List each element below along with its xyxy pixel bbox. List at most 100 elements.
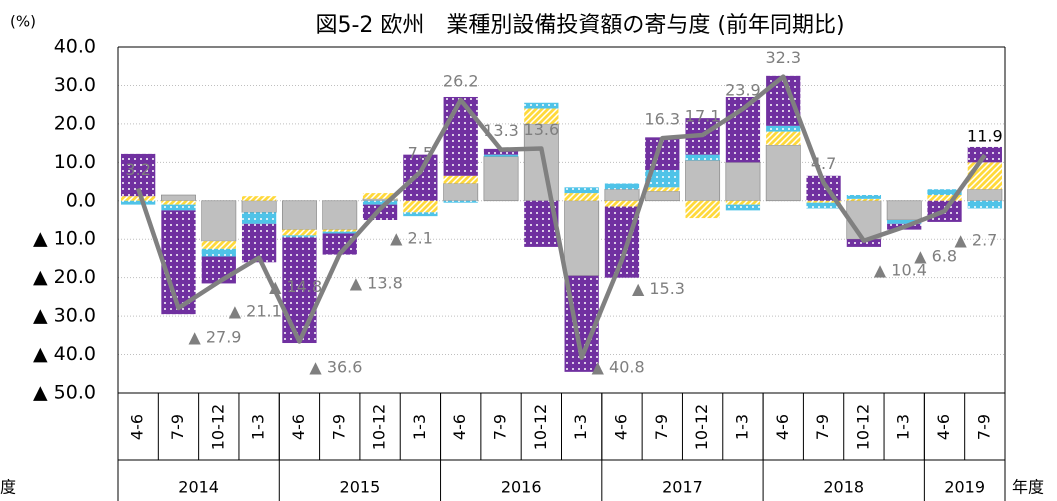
bar-segment (644, 190, 680, 202)
x-tick-label: 1-3 (894, 414, 913, 440)
data-label: 4.7 (811, 154, 836, 173)
data-label: 16.3 (644, 110, 680, 129)
bar-segment (322, 233, 357, 255)
bar-segment (161, 200, 196, 205)
data-label: ▲ 15.3 (632, 279, 685, 298)
year-label: 2016 (501, 478, 542, 497)
x-tick-label: 7-9 (974, 414, 993, 440)
bar-segment (685, 200, 720, 219)
y-tick-label: ▲ 50.0 (33, 382, 96, 404)
bar-segment (443, 200, 478, 203)
x-tick-label: 10-12 (370, 404, 389, 451)
bar-segment (564, 200, 600, 277)
x-tick-label: 7-9 (329, 414, 348, 440)
x-tick-label: 7-9 (652, 414, 671, 440)
x-tick-label: 4-6 (773, 414, 792, 440)
x-tick-label: 7-9 (168, 414, 187, 440)
bar-segment (161, 210, 196, 315)
y-tick-label: 30.0 (54, 74, 96, 96)
bar-segment (403, 212, 438, 217)
bar-segment (241, 212, 277, 224)
y-tick-label: ▲ 10.0 (33, 228, 96, 250)
bar-segment (121, 200, 156, 205)
data-label: ▲ 2.7 (955, 231, 998, 250)
bar-segment (322, 200, 358, 230)
bar-segment (846, 198, 882, 201)
bar-segment (725, 200, 761, 205)
year-label: 2015 (340, 478, 381, 497)
bar-segment (483, 154, 519, 157)
data-label: 32.3 (765, 48, 801, 67)
chart-title: 図5-2 欧州 業種別設備投資額の寄与度 (前年同期比) (315, 13, 844, 38)
bar-segment (967, 200, 1002, 209)
bar-segment (806, 202, 841, 209)
bar-segment (121, 196, 156, 201)
bar-segment (604, 183, 640, 190)
bar-segment (766, 131, 801, 146)
x-tick-label: 4-6 (128, 414, 147, 440)
bar-segment (886, 200, 922, 221)
data-label: ▲ 40.8 (592, 358, 645, 377)
data-label: 23.9 (725, 80, 761, 99)
year-label: 2017 (662, 478, 703, 497)
bar-segment (282, 237, 317, 344)
bar-segment (403, 154, 438, 201)
bar-segment (604, 188, 640, 202)
bar-segment (685, 154, 720, 161)
x-tick-label: 4-6 (611, 414, 630, 440)
bar-segment (887, 220, 922, 224)
bar-segment (241, 200, 277, 213)
bar-segment (362, 200, 398, 205)
y-tick-label: ▲ 20.0 (33, 266, 96, 288)
x-tick-label: 7-9 (491, 414, 510, 440)
x-tick-label: 10-12 (208, 404, 227, 451)
x-tick-label: 10-12 (692, 404, 711, 451)
total-line (136, 74, 987, 360)
y-tick-label: ▲ 40.0 (33, 343, 96, 365)
bar-segment (443, 183, 479, 202)
bar-segment (967, 188, 1003, 202)
x-axis-label-clipped: 年度 (0, 478, 16, 497)
data-label: ▲ 27.9 (188, 328, 241, 347)
bar-segment (564, 193, 599, 201)
y-unit-label: (%) (10, 13, 36, 31)
bar-segment (765, 144, 801, 202)
bar-segment (282, 229, 317, 236)
bar-segment (201, 256, 236, 284)
data-label: 13.3 (483, 121, 519, 140)
bar-segment (604, 200, 640, 207)
bar-segment (483, 156, 519, 202)
x-tick-label: 1-3 (249, 414, 268, 440)
bar-segment (161, 204, 196, 211)
bar-segment (322, 229, 357, 232)
bar-segment (201, 248, 236, 257)
year-label: 2014 (178, 478, 219, 497)
data-label: 17.1 (685, 107, 721, 126)
bar-segment (161, 194, 196, 202)
data-label: ▲ 21.1 (229, 301, 282, 320)
x-tick-label: 1-3 (410, 414, 429, 440)
x-tick-label: 10-12 (853, 404, 872, 451)
x-axis-label: 年度 (1012, 478, 1044, 497)
data-label: ▲ 10.4 (874, 260, 927, 279)
bar-segment (524, 102, 559, 109)
y-tick-label: 10.0 (54, 151, 96, 173)
x-tick-label: 7-9 (813, 414, 832, 440)
bar-segment (201, 241, 236, 249)
data-label: ▲ 2.1 (390, 228, 433, 247)
bar-segment (282, 235, 317, 238)
bar-segment (443, 96, 478, 176)
data-label: 11.9 (967, 127, 1003, 146)
bar-segment (927, 189, 962, 196)
y-tick-label: ▲ 30.0 (33, 305, 96, 327)
data-label: 7.5 (408, 143, 433, 162)
y-tick-label: 0.0 (66, 189, 96, 211)
bar-segment (645, 170, 680, 188)
bar-segment (524, 108, 559, 124)
year-label: 2019 (944, 478, 985, 497)
data-label: ▲ 14.8 (269, 277, 322, 296)
bar-segment (645, 187, 680, 192)
bar-segment (523, 123, 559, 202)
bar-segment (846, 200, 882, 240)
